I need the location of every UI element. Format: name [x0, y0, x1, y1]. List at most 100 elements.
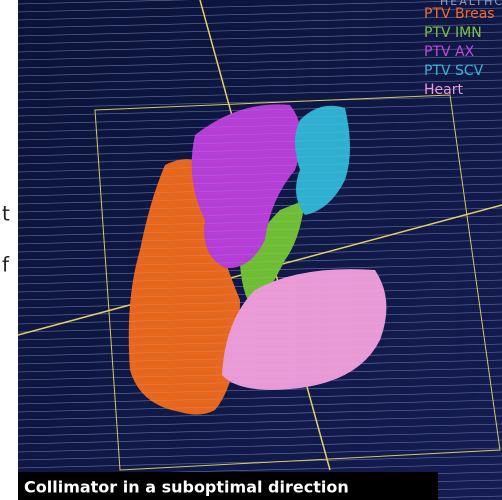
stripe	[18, 55, 502, 69]
stripe	[18, 279, 502, 293]
ptv-ax	[191, 104, 302, 269]
stripe	[18, 199, 502, 213]
legend-label: PTV SCV	[424, 63, 484, 79]
header: HEALTHCARE	[440, 0, 502, 8]
stripe	[18, 39, 502, 53]
stripe	[18, 423, 502, 437]
caption-bar	[18, 472, 438, 500]
stripe	[18, 15, 502, 29]
stripe	[18, 87, 502, 101]
stripe	[18, 383, 502, 397]
stripe	[18, 31, 502, 45]
stripe	[18, 439, 502, 453]
stripe	[18, 183, 502, 197]
legend-label: Heart	[424, 82, 463, 98]
field-frame	[94, 94, 501, 471]
stripe	[18, 407, 502, 421]
stripe	[18, 399, 502, 413]
stripe	[18, 71, 502, 85]
stripe	[18, 271, 502, 285]
stripe	[18, 311, 502, 325]
stripe	[18, 207, 502, 221]
stripe	[18, 0, 192, 5]
stripe	[18, 391, 502, 405]
stripe	[18, 231, 502, 245]
stripe	[18, 127, 502, 141]
stripe	[18, 111, 502, 125]
stripe	[18, 223, 502, 237]
stripe	[18, 431, 502, 445]
stripe	[18, 447, 502, 461]
stripe	[18, 87, 502, 101]
stripe	[18, 447, 502, 461]
stripe	[18, 175, 502, 189]
stripe	[18, 295, 502, 309]
side-text: t	[2, 202, 10, 226]
stripe	[18, 31, 502, 45]
stripe	[18, 375, 502, 389]
stripe	[18, 415, 502, 429]
stripe	[18, 55, 502, 69]
stripe	[18, 343, 502, 357]
legend-label: PTV IMN	[424, 25, 482, 41]
stripe	[18, 0, 190, 5]
stripe	[18, 143, 502, 157]
stripe	[18, 439, 502, 453]
stripe	[18, 191, 502, 205]
stripe	[18, 255, 502, 269]
stripe	[18, 367, 502, 381]
stripe	[18, 47, 502, 61]
ptv-imn	[240, 200, 305, 310]
heart	[222, 269, 387, 390]
stripe	[18, 215, 502, 229]
side-text: f	[2, 253, 10, 277]
stripe	[18, 151, 502, 165]
stripe	[18, 167, 502, 181]
stripe	[18, 159, 502, 173]
stripe	[18, 71, 502, 85]
stripe	[18, 391, 502, 405]
stripe	[18, 327, 502, 341]
stripe	[18, 239, 502, 253]
stripe	[18, 0, 502, 13]
stripe	[18, 351, 502, 365]
stripe	[18, 455, 502, 469]
stripe	[18, 0, 502, 13]
stripe	[18, 79, 502, 93]
caption: Collimator in a suboptimal direction	[24, 478, 349, 497]
legend: PTV Breas PTV IMN PTV AX PTV SCV Heart	[424, 6, 495, 98]
stripe	[18, 303, 502, 317]
stripe	[18, 47, 502, 61]
stripe	[18, 423, 502, 437]
stripe	[18, 263, 502, 277]
stripe	[18, 335, 502, 349]
stripe	[18, 455, 502, 469]
stripe	[18, 23, 502, 37]
stripe	[18, 95, 502, 109]
stripe	[18, 383, 502, 397]
stripe	[18, 431, 502, 445]
ptv-scv	[295, 105, 350, 215]
stripe	[18, 119, 502, 133]
legend-label: PTV AX	[424, 44, 475, 60]
stripe	[18, 407, 502, 421]
stripe	[18, 63, 502, 77]
stripe	[18, 415, 502, 429]
stripe	[18, 39, 502, 53]
stripe	[18, 15, 502, 29]
stripe	[18, 359, 502, 373]
stripe	[18, 63, 502, 77]
stripe	[18, 103, 502, 117]
render-view: HEALTHCARE PTV Breas PTV IMN PTV AX PTV SCV…	[18, 0, 502, 500]
stripe	[18, 23, 502, 37]
stripe	[18, 79, 502, 93]
stripe	[18, 287, 502, 301]
stripe	[18, 399, 502, 413]
stripe	[18, 135, 502, 149]
stripe	[18, 7, 502, 21]
stripe	[18, 247, 502, 261]
stripe	[18, 319, 502, 333]
stripe	[18, 7, 502, 21]
legend-label: PTV Breas	[424, 6, 495, 22]
